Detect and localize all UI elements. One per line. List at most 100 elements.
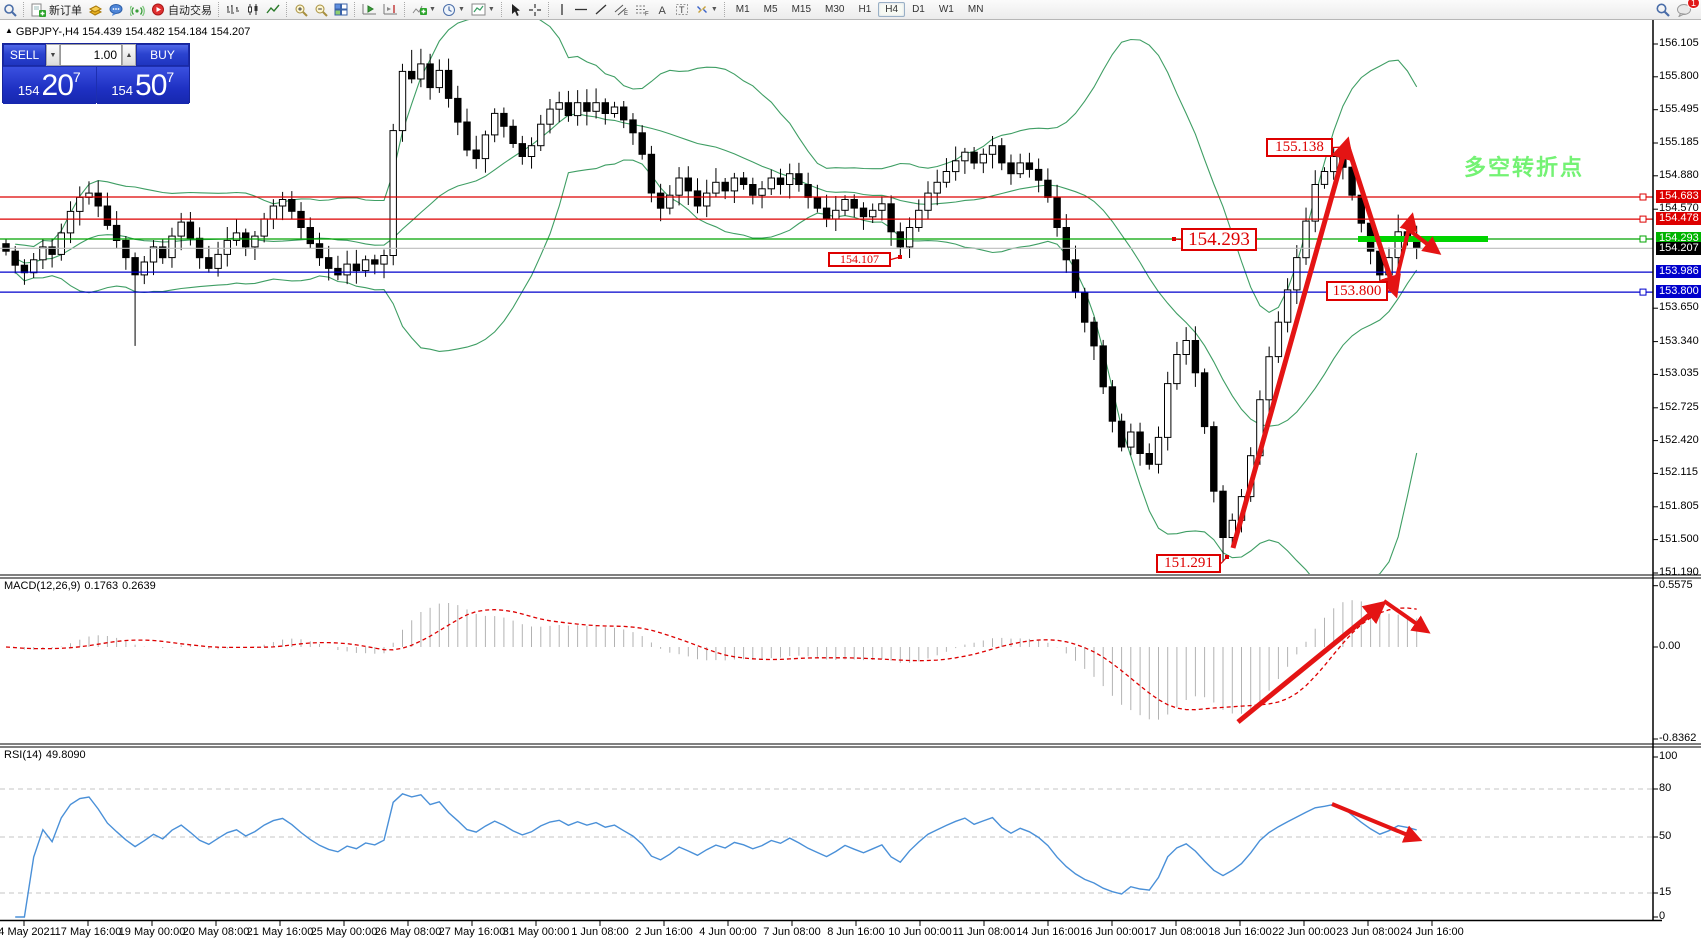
timeframe-m5[interactable]: M5 <box>763 4 778 15</box>
signals-icon[interactable] <box>127 1 148 18</box>
pane-borders <box>0 20 1701 926</box>
y-axis-tick: 152.115 <box>1659 466 1698 479</box>
text-label-icon[interactable]: T <box>672 1 692 18</box>
candlestick-chart-icon[interactable] <box>243 1 263 18</box>
trendline-icon[interactable] <box>591 1 611 18</box>
timeframe-d1[interactable]: D1 <box>912 4 925 15</box>
zoom-in-icon[interactable] <box>291 1 311 18</box>
text-icon[interactable]: A <box>653 1 672 18</box>
rsi-axis-tick: 80 <box>1659 782 1672 794</box>
volume-input[interactable]: 1.00 <box>60 44 122 66</box>
timeframe-m30[interactable]: M30 <box>825 4 845 15</box>
chart-shift-icon[interactable] <box>380 1 401 18</box>
timeframe-mn[interactable]: MN <box>967 4 984 15</box>
macd-axis-tick: 0.00 <box>1659 640 1681 652</box>
svg-text:T: T <box>679 5 685 15</box>
price-level-label: 154.683 <box>1656 190 1701 204</box>
y-axis-tick: 154.880 <box>1659 168 1699 181</box>
price-level-label: 153.800 <box>1656 285 1701 299</box>
y-axis-tick: 151.805 <box>1659 499 1699 512</box>
autoscroll-icon[interactable] <box>359 1 380 18</box>
turning-point-annotation[interactable]: 多空转折点 <box>1464 155 1585 180</box>
macd-histogram <box>14 600 1418 720</box>
y-axis-tick: 152.420 <box>1659 433 1699 446</box>
sell-price-point: 7 <box>72 69 81 85</box>
cursor-icon[interactable] <box>506 1 525 18</box>
alerts-icon[interactable]: 1 <box>1673 0 1700 18</box>
y-axis-tick: 153.035 <box>1659 367 1699 380</box>
price-tag-annotation[interactable]: 151.291 <box>1156 554 1221 573</box>
svg-text:A: A <box>658 5 666 16</box>
buy-price-figure: 154 <box>111 83 134 98</box>
messenger-icon[interactable] <box>106 1 127 18</box>
x-axis-label: 11 Jun 08:00 <box>952 926 1016 938</box>
periods-icon[interactable]: ▼ <box>439 1 468 18</box>
templates-icon[interactable]: ▼ <box>468 1 498 18</box>
crosshair-icon[interactable] <box>525 1 545 18</box>
tile-windows-icon[interactable] <box>331 1 351 18</box>
toolbar-separator <box>500 2 503 17</box>
x-axis-label: 22 Jun 00:00 <box>1272 926 1336 938</box>
y-axis-tick: 155.495 <box>1659 102 1699 115</box>
current-price-label: 154.207 <box>1656 242 1701 256</box>
line-chart-icon[interactable] <box>263 1 283 18</box>
volume-decrease-stepper[interactable]: ▼ <box>46 44 60 66</box>
collapse-panel-icon[interactable]: ▲ <box>5 26 13 35</box>
y-axis-tick: 151.500 <box>1659 532 1699 545</box>
svg-text:F: F <box>645 12 649 17</box>
timeframe-h1[interactable]: H1 <box>858 4 872 15</box>
bar-chart-icon[interactable] <box>223 1 243 18</box>
sell-price-pips: 20 <box>41 69 74 102</box>
y-axis-tick: 154.570 <box>1659 202 1699 215</box>
buy-price-pips: 50 <box>135 69 167 102</box>
vertical-line-icon[interactable] <box>553 1 571 18</box>
y-axis-tick: 155.800 <box>1659 69 1699 82</box>
x-axis-label: 17 Jun 08:00 <box>1144 926 1208 938</box>
y-axis-tick: 156.105 <box>1659 37 1699 49</box>
main-toolbar: 新订单 自动交易 <box>0 0 1701 20</box>
timeframe-w1[interactable]: W1 <box>938 4 954 15</box>
horizontal-line-icon[interactable] <box>571 1 591 18</box>
new-order-label: 新订单 <box>49 4 82 17</box>
rsi-level-lines <box>0 788 1653 894</box>
equidistant-channel-icon[interactable]: E <box>611 1 632 18</box>
macd-axis-tick: 0.5575 <box>1659 578 1693 591</box>
price-tag-annotation[interactable]: 154.293 <box>1181 228 1257 251</box>
x-axis-label: 26 May 08:00 <box>374 926 442 938</box>
price-tag-annotation[interactable]: 154.107 <box>828 252 891 267</box>
buy-button[interactable]: BUY <box>136 44 189 66</box>
timeframe-m1[interactable]: M1 <box>735 4 750 15</box>
x-axis-label: 20 May 08:00 <box>182 926 250 938</box>
arrows-icon[interactable]: ▼ <box>692 1 721 18</box>
search-icon[interactable] <box>0 1 20 18</box>
autotrading-label: 自动交易 <box>168 4 212 17</box>
sell-button[interactable]: SELL <box>3 44 46 66</box>
price-tag-annotation[interactable]: 155.138 <box>1266 138 1333 157</box>
volume-increase-stepper[interactable]: ▲ <box>122 44 136 66</box>
zoom-out-icon[interactable] <box>311 1 331 18</box>
sell-price-figure: 154 <box>17 83 40 98</box>
chart-ohlc-header: ▲ GBPJPY-,H4 154.439 154.482 154.184 154.… <box>5 26 251 38</box>
sell-price-display[interactable]: 154 20 7 <box>3 67 96 104</box>
x-axis-label: 17 May 16:00 <box>54 926 122 938</box>
timeframe-m15[interactable]: M15 <box>791 4 812 15</box>
x-axis-label: 31 May 00:00 <box>502 926 570 938</box>
new-order-button[interactable]: 新订单 <box>28 1 85 18</box>
timeframe-h4[interactable]: H4 <box>878 2 906 17</box>
trend-arrows[interactable] <box>1230 136 1442 843</box>
x-axis-label: 2 Jun 16:00 <box>635 926 693 938</box>
y-axis-tick: 153.650 <box>1659 301 1699 314</box>
x-axis-label: 24 Jun 16:00 <box>1400 926 1464 938</box>
candlesticks <box>2 48 1421 563</box>
x-axis-label: 25 May 00:00 <box>310 926 378 938</box>
indicators-icon[interactable]: ▼ <box>409 1 439 18</box>
buy-price-display[interactable]: 154 50 7 <box>96 67 189 104</box>
fibonacci-icon[interactable]: F <box>632 1 653 18</box>
macd-label: MACD(12,26,9) 0.1763 0.2639 <box>4 580 156 592</box>
autotrading-button[interactable]: 自动交易 <box>148 1 215 18</box>
search-icon[interactable] <box>1652 1 1673 18</box>
metaeditor-icon[interactable] <box>85 1 106 18</box>
price-tag-annotation[interactable]: 153.800 <box>1326 281 1388 301</box>
